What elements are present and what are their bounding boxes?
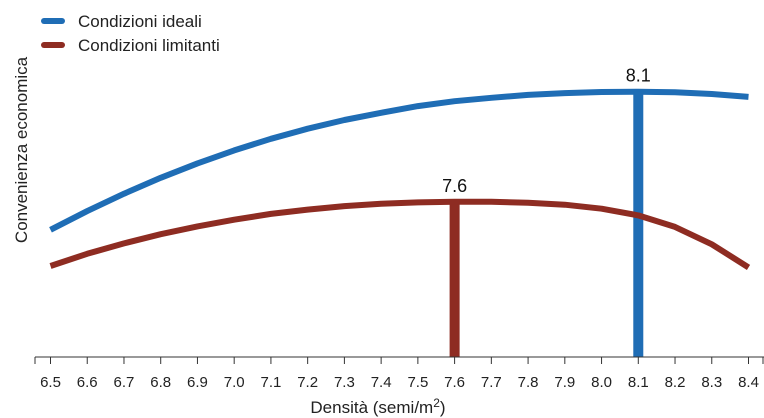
series-line-ideal — [49, 88, 749, 233]
x-tick-label: 7.6 — [444, 374, 465, 391]
x-tick-label: 7.1 — [260, 374, 281, 391]
x-tick-label: 7.5 — [407, 374, 428, 391]
x-tick-label: 8.3 — [701, 374, 722, 391]
legend-item-limiting: Condizioni limitanti — [41, 36, 220, 55]
x-tick-label: 7.4 — [371, 374, 392, 391]
peak-label-ideal: 8.1 — [626, 66, 651, 86]
x-tick-label: 7.9 — [554, 374, 575, 391]
peak-marker-limiting — [449, 201, 460, 357]
legend: Condizioni ideali Condizioni limitanti — [41, 12, 220, 55]
x-axis-title-close: ) — [440, 398, 446, 417]
x-tick-label: 6.7 — [114, 374, 135, 391]
peak-marker-ideal — [633, 91, 644, 357]
x-tick-label: 7.7 — [481, 374, 502, 391]
series-line-limiting — [49, 198, 751, 270]
legend-label-ideal: Condizioni ideali — [78, 12, 202, 31]
x-tick-label: 6.9 — [187, 374, 208, 391]
plot-area: 8.1 7.6 — [49, 66, 751, 357]
x-axis: 6.5 6.6 6.7 6.8 6.9 7.0 7.1 7.2 7.3 7.4 7.5 7.6 7.7 7… — [34, 357, 764, 391]
x-tick-label: 7.0 — [224, 374, 245, 391]
x-tick-label: 8.0 — [591, 374, 612, 391]
x-tick-label: 8.2 — [665, 374, 686, 391]
peak-label-limiting: 7.6 — [442, 176, 467, 196]
x-axis-title: Densità (semi/m2) — [310, 396, 445, 417]
y-axis-title: Convenienza economica — [12, 56, 31, 243]
x-tick-label: 7.2 — [297, 374, 318, 391]
x-tick-label: 6.8 — [150, 374, 171, 391]
x-tick-label: 6.6 — [77, 374, 98, 391]
x-tick-label: 7.3 — [334, 374, 355, 391]
legend-label-limiting: Condizioni limitanti — [78, 36, 220, 55]
x-tick-label: 8.1 — [628, 374, 649, 391]
x-tick-label: 7.8 — [518, 374, 539, 391]
x-tick-label: 8.4 — [738, 374, 759, 391]
x-axis-title-superscript: 2 — [433, 396, 440, 410]
legend-item-ideal: Condizioni ideali — [41, 12, 202, 31]
x-tick-label: 6.5 — [40, 374, 61, 391]
